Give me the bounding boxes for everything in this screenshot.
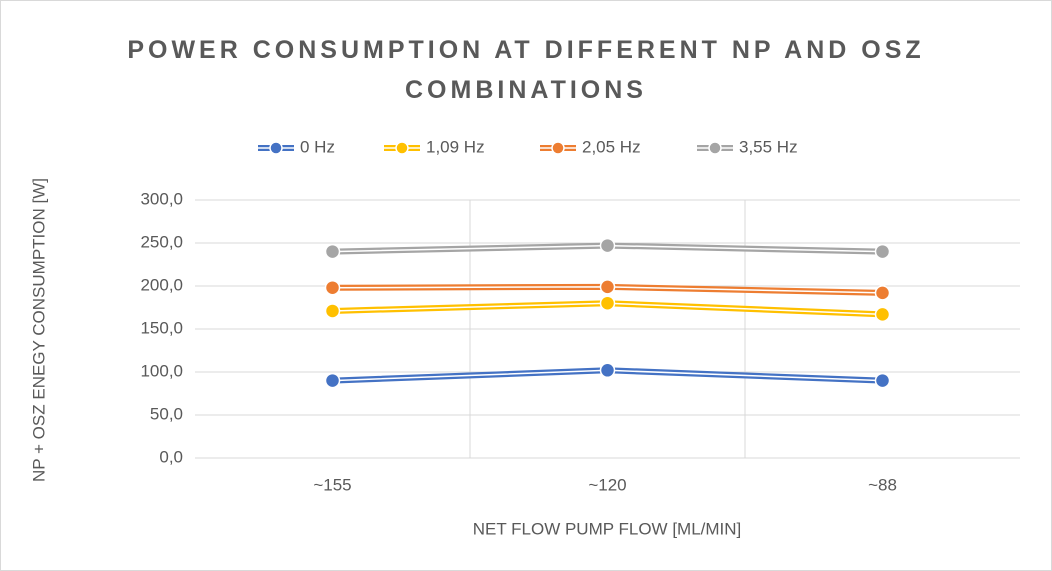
data-point [599, 279, 616, 295]
y-tick-label: 100,0 [140, 361, 183, 380]
y-tick-label: 250,0 [140, 232, 183, 251]
data-point [324, 279, 341, 296]
data-point [874, 243, 891, 260]
legend-marker [551, 141, 565, 155]
x-tick-label: ~155 [313, 475, 351, 494]
y-tick-label: 0,0 [159, 447, 183, 466]
legend-label: 0 Hz [300, 137, 335, 156]
legend-marker [708, 141, 722, 155]
x-tick-label: ~88 [868, 475, 897, 494]
data-point [599, 237, 616, 254]
data-point [599, 362, 616, 379]
data-point [874, 372, 891, 389]
legend-label: 1,09 Hz [426, 137, 485, 156]
legend-label: 3,55 Hz [739, 137, 798, 156]
legend-marker [269, 141, 283, 155]
x-axis-label: NET FLOW PUMP FLOW [ML/MIN] [473, 519, 742, 538]
data-point [324, 243, 341, 260]
legend-label: 2,05 Hz [582, 137, 641, 156]
y-tick-label: 150,0 [140, 318, 183, 337]
data-point [599, 295, 616, 311]
data-point [874, 306, 891, 323]
y-tick-label: 200,0 [140, 275, 183, 294]
y-tick-label: 300,0 [140, 189, 183, 208]
chart-title: POWER CONSUMPTION AT DIFFERENT NP AND OS… [127, 36, 925, 104]
data-point [874, 285, 891, 301]
data-point [324, 303, 341, 319]
y-axis-label: NP + OSZ ENEGY CONSUMPTION [W] [29, 178, 48, 482]
data-point [324, 372, 341, 389]
y-tick-label: 50,0 [150, 404, 183, 423]
x-tick-label: ~120 [588, 475, 626, 494]
legend-marker [395, 141, 409, 155]
